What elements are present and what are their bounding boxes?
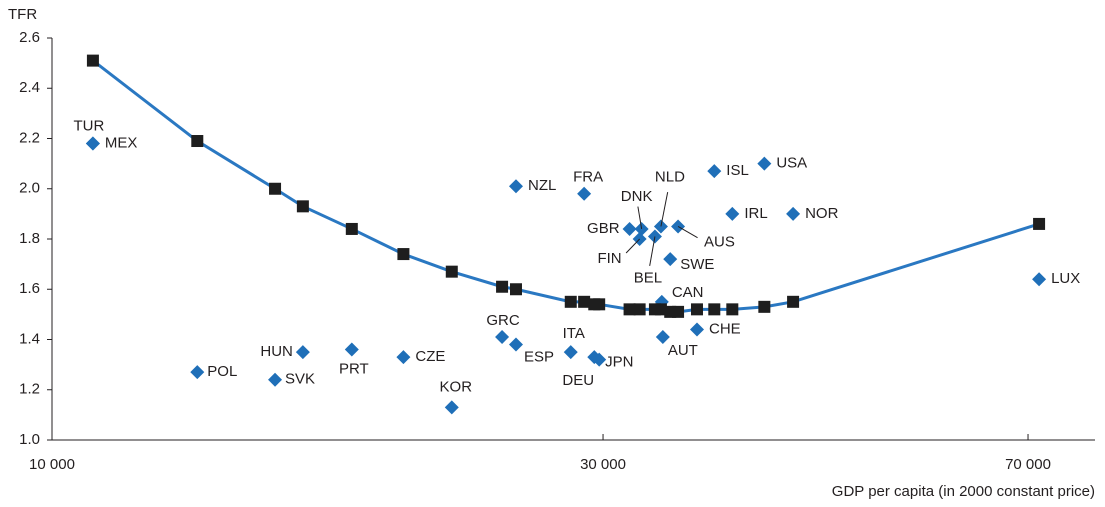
diamond-marker	[190, 365, 205, 380]
x-tick-label: 70 000	[1005, 456, 1051, 473]
point-label: KOR	[440, 378, 473, 395]
square-marker	[564, 295, 577, 308]
point-label: USA	[776, 155, 807, 172]
diamond-marker	[268, 372, 283, 387]
point-label: ESP	[524, 348, 554, 365]
square-marker	[509, 283, 522, 296]
leader-line	[649, 236, 656, 266]
square-marker	[708, 303, 721, 316]
point-label: IRL	[744, 205, 767, 222]
square-marker	[269, 182, 282, 195]
point-label: FIN	[597, 250, 621, 267]
point-label: NLD	[655, 168, 685, 185]
square-marker	[623, 303, 636, 316]
x-tick-label: 30 000	[580, 456, 626, 473]
square-marker	[296, 200, 309, 213]
diamond-marker	[622, 221, 637, 236]
point-label: SVK	[285, 371, 315, 388]
y-tick-label: 1.6	[19, 280, 40, 297]
square-marker	[578, 295, 591, 308]
diamond-marker	[577, 186, 592, 201]
point-label: ISL	[726, 162, 749, 179]
square-marker	[787, 295, 800, 308]
point-label: AUT	[668, 342, 698, 359]
diamond-marker	[655, 329, 670, 344]
point-label: NZL	[528, 177, 556, 194]
leader-line	[625, 238, 640, 254]
square-marker	[672, 305, 685, 318]
diamond-marker	[85, 136, 100, 151]
y-tick-label: 2.6	[19, 29, 40, 46]
square-marker	[86, 54, 99, 67]
x-tick-label: 10 000	[29, 456, 75, 473]
point-label: CAN	[672, 284, 704, 301]
diamond-marker	[508, 337, 523, 352]
square-marker	[633, 303, 646, 316]
square-marker	[690, 303, 703, 316]
point-label: PRT	[339, 361, 369, 378]
x-axis-label: GDP per capita (in 2000 constant price)	[832, 483, 1095, 500]
point-label: CHE	[709, 320, 741, 337]
point-label: GRC	[486, 312, 520, 329]
square-marker	[654, 303, 667, 316]
diamond-marker	[344, 342, 359, 357]
point-label: AUS	[704, 233, 735, 250]
point-label: SWE	[680, 256, 714, 273]
leader-line	[660, 192, 669, 227]
diamond-marker	[757, 156, 772, 171]
square-marker	[593, 298, 606, 311]
square-marker	[345, 222, 358, 235]
square-marker	[496, 280, 509, 293]
diamond-marker	[1032, 272, 1047, 287]
point-label: DEU	[562, 372, 594, 389]
point-label: LUX	[1051, 270, 1080, 287]
diamond-marker	[508, 179, 523, 194]
square-marker	[191, 135, 204, 148]
point-label: CZE	[415, 348, 445, 365]
point-label: ITA	[563, 325, 585, 342]
point-label: MEX	[105, 134, 138, 151]
leader-line	[637, 206, 643, 230]
diamond-marker	[786, 206, 801, 221]
y-tick-label: 1.2	[19, 381, 40, 398]
square-marker	[445, 265, 458, 278]
point-label: FRA	[573, 169, 603, 186]
leader-line	[677, 226, 698, 239]
diamond-marker	[295, 345, 310, 360]
fit-line	[92, 59, 1040, 314]
y-tick-label: 1.8	[19, 230, 40, 247]
square-marker	[1033, 217, 1046, 230]
y-tick-label: 2.2	[19, 129, 40, 146]
diamond-marker	[707, 164, 722, 179]
square-marker	[758, 300, 771, 313]
diamond-marker	[689, 322, 704, 337]
y-tick-label: 1.0	[19, 431, 40, 448]
diamond-marker	[396, 350, 411, 365]
y-tick-label: 2.0	[19, 180, 40, 197]
point-label: DNK	[621, 188, 653, 205]
point-label: GBR	[587, 220, 620, 237]
y-axis-label: TFR	[8, 6, 37, 23]
point-label: TUR	[74, 117, 105, 134]
square-marker	[397, 248, 410, 261]
diamond-marker	[444, 400, 459, 415]
diamond-marker	[663, 252, 678, 267]
diamond-marker	[725, 206, 740, 221]
y-tick-label: 2.4	[19, 79, 40, 96]
diamond-marker	[592, 352, 607, 367]
point-label: POL	[207, 363, 237, 380]
diamond-marker	[563, 345, 578, 360]
y-tick-label: 1.4	[19, 330, 40, 347]
point-label: HUN	[260, 343, 293, 360]
point-label: JPN	[605, 354, 633, 371]
point-label: BEL	[634, 269, 662, 286]
point-label: NOR	[805, 205, 839, 222]
square-marker	[726, 303, 739, 316]
diamond-marker	[495, 329, 510, 344]
